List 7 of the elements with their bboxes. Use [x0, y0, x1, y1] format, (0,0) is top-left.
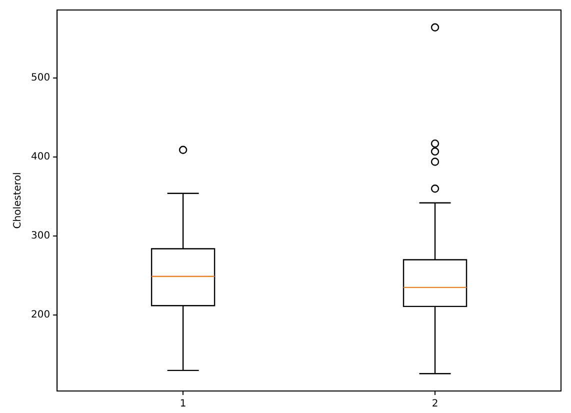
- x-tick-label: 1: [180, 398, 186, 410]
- y-tick-label: 500: [30, 72, 50, 84]
- y-axis-title: Cholesterol: [12, 172, 24, 229]
- y-tick-label: 400: [30, 152, 50, 163]
- y-tick-label: 300: [30, 230, 50, 242]
- x-tick-label: 2: [432, 398, 438, 410]
- y-tick-label: 200: [30, 310, 50, 321]
